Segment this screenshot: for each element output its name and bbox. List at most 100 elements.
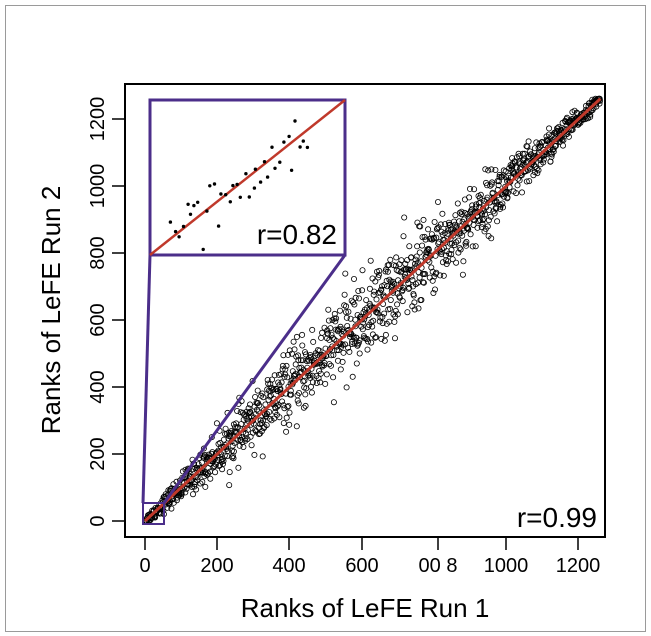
data-point: [339, 358, 346, 365]
zoom-region-box: [142, 502, 165, 525]
data-point: [515, 150, 522, 157]
data-point: [309, 326, 316, 333]
data-point: [497, 203, 504, 210]
inset-data-point: [188, 212, 193, 216]
data-point: [351, 301, 358, 308]
data-point: [338, 340, 345, 347]
data-point: [476, 194, 483, 201]
data-point: [442, 221, 449, 228]
data-point: [378, 286, 385, 293]
inset-data-point: [231, 183, 235, 188]
data-point: [457, 246, 464, 253]
data-point: [494, 218, 501, 225]
data-point: [391, 335, 398, 342]
data-point: [226, 482, 233, 489]
data-point: [369, 275, 376, 282]
data-point: [331, 310, 338, 317]
data-point: [497, 205, 504, 212]
data-point: [474, 224, 481, 231]
data-point: [587, 113, 594, 120]
data-point: [404, 309, 411, 316]
data-point: [456, 218, 463, 225]
data-point: [427, 252, 434, 259]
data-point: [398, 257, 405, 264]
data-point: [283, 428, 290, 435]
data-point: [309, 372, 316, 379]
data-point: [382, 331, 389, 338]
data-point: [349, 340, 356, 347]
data-point: [496, 173, 503, 180]
inset-data-point: [235, 182, 239, 187]
x-tick-label: 1200: [556, 555, 601, 577]
inset-data-point: [253, 167, 258, 171]
data-point: [308, 389, 315, 396]
data-point: [540, 159, 547, 166]
inset-data-point: [177, 235, 181, 239]
data-point: [373, 296, 380, 303]
data-point: [307, 353, 314, 360]
data-point: [554, 125, 561, 132]
data-point: [363, 297, 370, 304]
data-point: [302, 391, 309, 398]
data-point: [340, 349, 347, 356]
data-point: [309, 379, 316, 386]
data-point: [374, 310, 381, 317]
data-point: [389, 282, 396, 289]
data-point: [230, 448, 237, 455]
data-point: [248, 442, 255, 449]
y-tick-label: 1000: [87, 164, 109, 209]
data-point: [488, 166, 495, 173]
data-point: [453, 239, 460, 246]
data-point: [329, 316, 336, 323]
data-point: [278, 379, 285, 386]
data-point: [403, 266, 410, 273]
data-point: [462, 220, 469, 227]
data-point: [317, 370, 324, 377]
x-axis-label: Ranks of LeFE Run 1: [241, 593, 490, 623]
data-point: [378, 335, 385, 342]
data-point: [342, 270, 349, 277]
inset-fit-line: [149, 99, 346, 256]
data-point: [327, 362, 334, 369]
data-point: [372, 278, 379, 285]
data-point: [325, 317, 332, 324]
data-point: [329, 334, 336, 341]
inset-data-point: [224, 193, 228, 197]
inset-data-point: [305, 145, 310, 150]
data-point: [386, 305, 393, 312]
data-point: [341, 291, 348, 298]
data-point: [198, 459, 205, 466]
data-point: [251, 451, 258, 458]
data-point: [484, 223, 491, 230]
data-point: [373, 309, 380, 316]
data-point: [513, 190, 520, 197]
data-point: [280, 420, 287, 427]
data-point: [356, 350, 363, 357]
data-point: [295, 400, 302, 407]
data-point: [527, 148, 534, 155]
data-point: [330, 399, 337, 406]
data-point: [337, 366, 344, 373]
data-point: [463, 242, 470, 249]
data-point: [458, 208, 465, 215]
data-point: [569, 126, 576, 133]
data-point: [477, 191, 484, 198]
data-point: [416, 274, 423, 281]
data-point: [288, 391, 295, 398]
data-point: [534, 170, 541, 177]
data-point: [306, 354, 313, 361]
data-point: [197, 480, 204, 487]
data-point: [367, 302, 374, 309]
y-axis: 0 200 400 600 800 1000 1200: [87, 97, 126, 527]
data-point: [287, 387, 294, 394]
data-point: [238, 421, 245, 428]
inset-data-point: [247, 195, 251, 199]
data-point: [187, 470, 194, 477]
data-point: [295, 352, 302, 359]
data-point: [343, 314, 350, 321]
data-point: [302, 351, 309, 358]
data-point: [189, 491, 196, 498]
x-tick-label: 600: [345, 555, 378, 577]
data-point: [257, 421, 264, 428]
data-point: [409, 277, 416, 284]
